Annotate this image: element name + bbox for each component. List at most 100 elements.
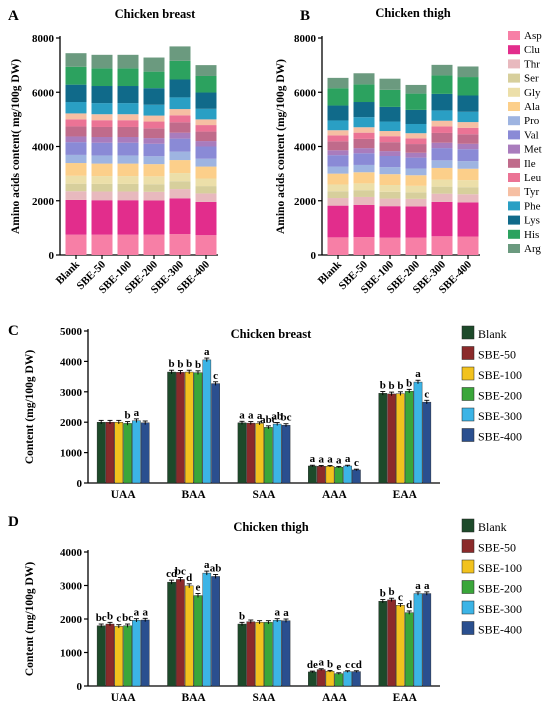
stacked-bar-segment-asp	[431, 236, 453, 255]
bar-sbe-400	[140, 422, 150, 484]
stacked-bar-segment-lys	[143, 88, 165, 105]
x-tick-label: AAA	[322, 692, 348, 701]
legend-label: SBE-400	[478, 430, 522, 444]
stacked-bar-segment-asp	[405, 237, 427, 255]
stacked-bar-segment-tyr	[379, 131, 401, 137]
stacked-bar-segment-lys	[169, 79, 191, 98]
x-tick-label: UAA	[111, 692, 137, 701]
y-tick-label: 2000	[60, 614, 83, 626]
stacked-bar-segment-gly	[65, 175, 87, 184]
bar-sbe-100	[114, 626, 124, 687]
stacked-bar-segment-clu	[379, 206, 401, 238]
stacked-bar-segment-arg	[65, 53, 87, 67]
stacked-bar-segment-gly	[195, 178, 217, 187]
stacked-bar-segment-ser	[143, 184, 165, 192]
stacked-bar-segment-leu	[143, 121, 165, 129]
stacked-bar-segment-leu	[431, 126, 453, 133]
significance-letter: d	[186, 572, 192, 584]
significance-letter: a	[424, 580, 430, 592]
y-tick-label: 0	[77, 478, 83, 490]
legend-swatch	[461, 428, 475, 442]
bar-sbe-100	[184, 371, 194, 484]
legend-label: Pro	[524, 115, 540, 127]
bar-sbe-50	[246, 621, 256, 687]
significance-letter: b	[380, 588, 386, 600]
stacked-bar-segment-lys	[327, 105, 349, 121]
panel-letter: D	[8, 514, 19, 530]
stacked-bar-segment-gly	[143, 176, 165, 185]
stacked-bar-segment-clu	[457, 202, 479, 237]
stacked-bar-segment-lys	[405, 109, 427, 124]
stacked-bar-segment-thr	[195, 193, 217, 202]
significance-letter: ab	[210, 562, 222, 574]
legend-swatch	[508, 144, 520, 154]
stacked-bar-segment-phe	[169, 97, 191, 110]
stacked-bar-segment-pro	[117, 155, 139, 164]
stacked-bar-segment-met	[353, 148, 375, 154]
y-tick-label: 3000	[60, 581, 83, 593]
stacked-bar-segment-ala	[353, 172, 375, 184]
legend-label: Ser	[524, 73, 539, 85]
bar-sbe-200	[264, 427, 273, 484]
legend-swatch	[508, 31, 520, 40]
stacked-bar-segment-ala	[327, 173, 349, 185]
stacked-bar-segment-val	[143, 143, 165, 157]
legend-swatch	[508, 102, 520, 111]
stacked-bar-segment-lys	[431, 93, 453, 111]
legend-swatch	[508, 158, 520, 168]
bar-sbe-100	[114, 422, 124, 484]
legend-swatch	[461, 346, 475, 360]
panel-d: D Chicken thigh Content (mg/100g DW) 0 1000 2…	[8, 514, 522, 701]
stacked-bar-segment-leu	[379, 136, 401, 143]
bar-sbe-50	[176, 579, 185, 687]
stacked-bar-segment-his	[117, 68, 139, 87]
stacked-bar-segment-thr	[169, 189, 191, 199]
stacked-bar-segment-arg	[457, 66, 479, 78]
legend-label: Blank	[478, 520, 507, 534]
significance-letter: cd	[166, 568, 177, 580]
stacked-bar-segment-lys	[353, 102, 375, 118]
stacked-bar-segment-ala	[143, 164, 165, 177]
stacked-bar-segment-tyr	[143, 115, 165, 122]
stacked-bar-segment-leu	[353, 132, 375, 139]
bar-sbe-400	[422, 593, 432, 687]
stacked-bar-segment-thr	[405, 198, 427, 207]
legend-swatch	[461, 600, 475, 615]
stacked-bar-segment-met	[405, 152, 427, 158]
significance-letter: bc	[281, 412, 292, 424]
legend-label: Ile	[524, 158, 536, 170]
stacked-bar-segment-thr	[91, 191, 113, 201]
legend-label: SBE-200	[478, 389, 522, 403]
stacked-bar-segment-tyr	[195, 119, 217, 126]
bar-sbe-400	[352, 469, 361, 484]
bar-sbe-400	[352, 671, 361, 687]
bar-blank	[378, 601, 388, 687]
y-axis-label: Amino acids content (mg/100g DW)	[275, 59, 287, 234]
stacked-bar-segment-clu	[143, 200, 165, 235]
bar-sbe-300	[343, 465, 352, 484]
stacked-bar-segment-met	[169, 132, 191, 139]
bar-sbe-200	[264, 622, 273, 687]
stacked-bar-segment-met	[379, 151, 401, 156]
significance-letter: b	[389, 380, 395, 392]
y-tick-label: 2000	[32, 196, 55, 208]
significance-letter: a	[415, 368, 421, 380]
stacked-bar-segment-phe	[91, 103, 113, 115]
legend-label: Lys	[524, 215, 540, 227]
stacked-bar-segment-ile	[169, 122, 191, 133]
stacked-bar-segment-ala	[91, 163, 113, 177]
stacked-bar-segment-val	[379, 155, 401, 168]
significance-letter: c	[354, 457, 359, 469]
significance-letter: b	[186, 358, 192, 370]
stacked-bar-segment-his	[327, 88, 349, 106]
stacked-bar-segment-phe	[353, 117, 375, 128]
stacked-bar-segment-gly	[431, 179, 453, 187]
y-tick-label: 0	[311, 250, 317, 262]
bar-sbe-200	[123, 625, 132, 687]
significance-letter: d	[406, 599, 412, 611]
significance-letter: a	[248, 410, 254, 422]
stacked-bar-segment-gly	[405, 185, 427, 193]
stacked-bar-segment-ile	[457, 134, 479, 144]
bar-sbe-300	[413, 381, 423, 484]
significance-letter: a	[257, 410, 263, 422]
